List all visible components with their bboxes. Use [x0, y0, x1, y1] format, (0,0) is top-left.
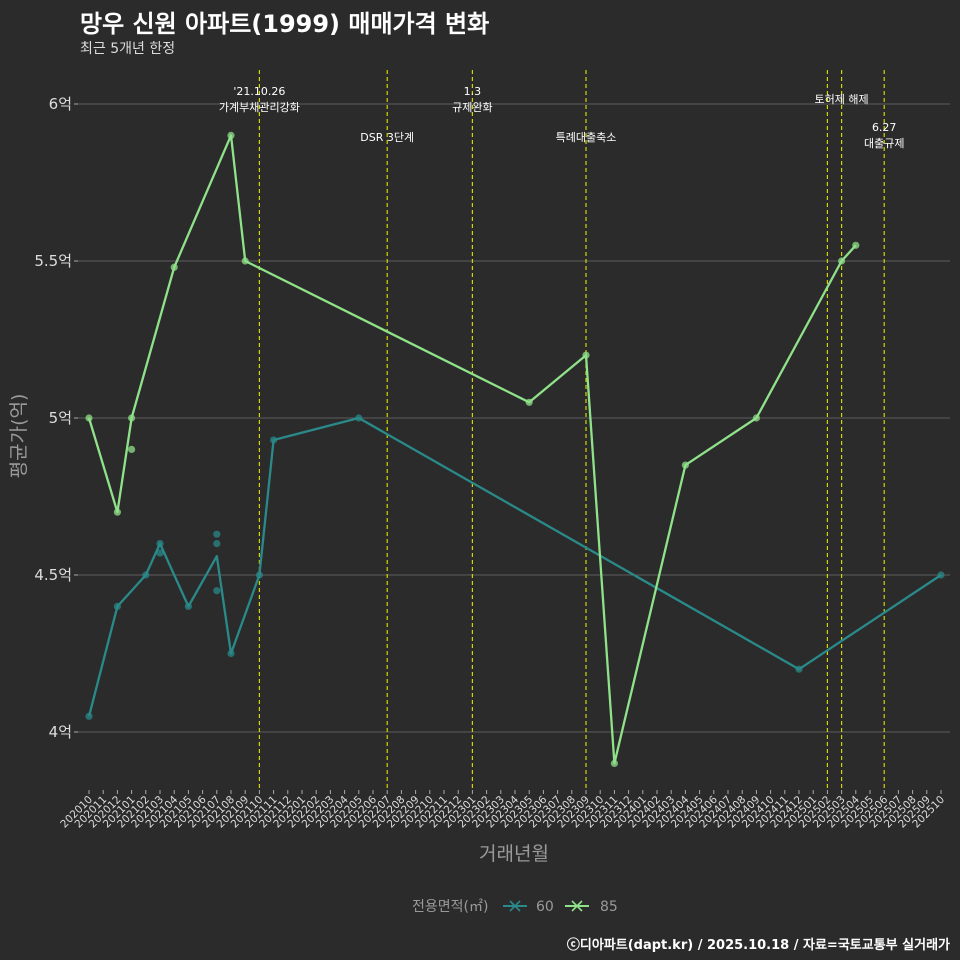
y-tick-label: 5억 [49, 409, 72, 427]
chart-subtitle: 최근 5개년 한정 [80, 41, 176, 57]
data-point-85 [752, 414, 761, 422]
data-point-85 [610, 759, 619, 768]
chart-title: 망우 신원 아파트(1999) 매매가격 변화 [80, 10, 490, 38]
event-label: 1.3 [464, 85, 482, 98]
y-tick-label: 4.5억 [34, 566, 72, 584]
data-point-60 [255, 571, 263, 579]
y-tick-label: 6억 [49, 95, 72, 113]
data-point-85 [852, 241, 860, 249]
event-label: 6.27 [872, 121, 897, 134]
grid-lines [78, 103, 950, 733]
data-point-60 [795, 665, 803, 673]
data-point-60 [213, 530, 221, 538]
data-point-85 [170, 263, 178, 271]
data-point-60 [156, 540, 164, 548]
data-point-85 [128, 414, 136, 422]
data-point-85 [113, 508, 121, 516]
event-label: 규제완화 [452, 101, 492, 114]
legend-key-85 [565, 900, 589, 912]
event-label: 대출규제 [864, 137, 904, 150]
data-point-60 [113, 602, 121, 611]
data-point-60 [355, 414, 363, 422]
legend-cross [509, 900, 521, 912]
data-point-60 [156, 549, 164, 557]
y-axis-title: 평균가(억) [8, 394, 30, 479]
data-point-85 [128, 445, 136, 453]
series-points [85, 131, 945, 768]
legend-cross [571, 900, 583, 912]
event-label: 특례대출축소 [556, 131, 617, 144]
data-point-60 [213, 540, 221, 548]
legend: 전용면적(㎡) 60 85 [412, 899, 618, 915]
data-point-60 [184, 602, 192, 611]
data-point-85 [582, 351, 590, 359]
data-point-85 [227, 131, 235, 139]
data-point-85 [838, 257, 846, 265]
data-point-85 [85, 414, 93, 422]
x-axis-title: 거래년월 [479, 843, 549, 865]
data-point-60 [142, 571, 150, 579]
data-point-60 [227, 649, 235, 658]
series-lines [87, 134, 942, 765]
source-caption: ⓒ디아파트(dapt.kr) / 2025.10.18 / 자료=국토교통부 실… [566, 938, 950, 953]
y-tick-label: 5.5억 [34, 252, 72, 270]
data-point-60 [937, 571, 945, 579]
legend-label-85: 85 [600, 899, 618, 915]
legend-label-60: 60 [536, 899, 554, 915]
event-label: '21.10.26 [233, 85, 285, 98]
event-label: DSR 3단계 [360, 131, 414, 144]
y-axis-ticks: 4억 4.5억 5억 5.5억 6억 [34, 95, 78, 741]
event-label: 가계부채관리강화 [219, 101, 300, 114]
data-point-60 [85, 712, 93, 720]
data-point-60 [213, 587, 221, 595]
data-point-85 [525, 398, 533, 406]
legend-title: 전용면적(㎡) [412, 899, 488, 915]
data-point-60 [270, 436, 278, 444]
legend-key-60 [503, 900, 527, 912]
data-point-85 [241, 257, 249, 265]
data-point-85 [681, 461, 690, 469]
y-tick-label: 4억 [49, 723, 72, 741]
series-line-60 [87, 416, 942, 717]
x-axis-ticks: 2020102020112020122021012021022021032021… [58, 790, 947, 830]
event-label: 토허제 해제 [815, 92, 869, 106]
